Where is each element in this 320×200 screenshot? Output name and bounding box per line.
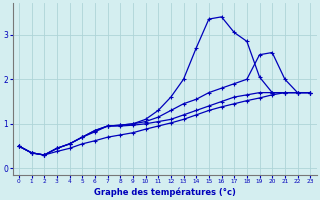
X-axis label: Graphe des températures (°c): Graphe des températures (°c)	[93, 187, 236, 197]
